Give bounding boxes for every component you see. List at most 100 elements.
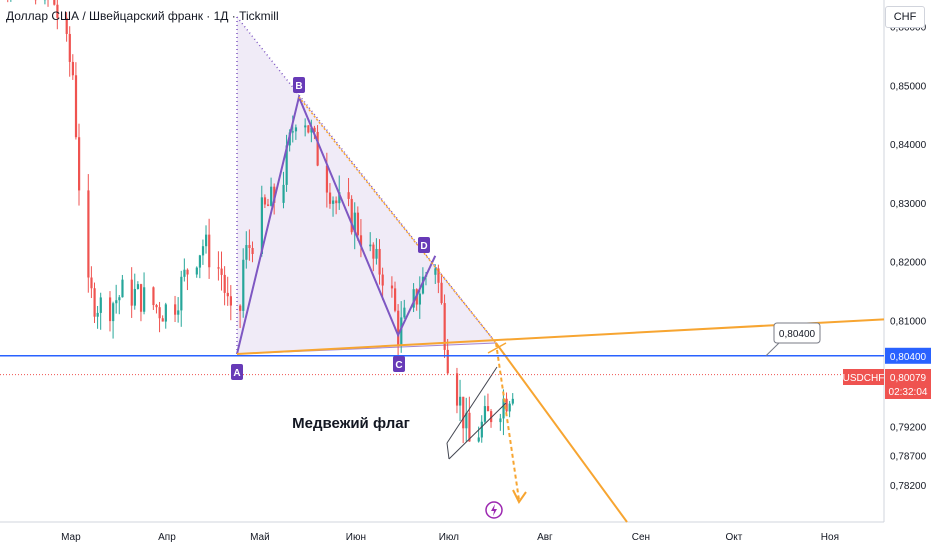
candle-body bbox=[397, 310, 400, 345]
candle-body bbox=[174, 304, 177, 315]
candle-body bbox=[486, 406, 490, 412]
y-tick-label: 0,81000 bbox=[890, 317, 927, 328]
point-label-text-a: A bbox=[233, 368, 240, 379]
candle-body bbox=[400, 317, 403, 345]
candle-body bbox=[65, 17, 68, 34]
lightning-glyph-icon bbox=[491, 504, 497, 516]
candle-body bbox=[446, 349, 449, 374]
candle-body bbox=[56, 4, 59, 18]
y-tick-label: 0,78200 bbox=[890, 481, 927, 492]
candle-body bbox=[180, 276, 183, 311]
candle-body bbox=[251, 247, 254, 254]
candle-body bbox=[223, 274, 226, 293]
point-label-a bbox=[231, 364, 243, 380]
candle-body bbox=[164, 304, 167, 322]
candle-body bbox=[263, 197, 267, 205]
candle-body bbox=[369, 244, 372, 247]
y-tick-label: 0,79200 bbox=[890, 422, 927, 433]
candle-body bbox=[508, 403, 511, 412]
candle-body bbox=[462, 396, 465, 429]
flag-channel-lower bbox=[448, 402, 507, 460]
candle-body bbox=[378, 248, 381, 275]
projection-line bbox=[495, 342, 628, 523]
bar-countdown-text: 02:32:04 bbox=[889, 387, 928, 398]
candle-body bbox=[143, 287, 146, 312]
candle-body bbox=[403, 307, 406, 318]
candle-body bbox=[338, 192, 341, 204]
candle-body bbox=[93, 288, 96, 317]
candle-body bbox=[332, 200, 335, 204]
candle-body bbox=[291, 131, 294, 133]
pattern-name-label: Медвежий флаг bbox=[292, 415, 410, 432]
candle-body bbox=[245, 245, 248, 260]
candle-body bbox=[511, 398, 514, 404]
candle-body bbox=[307, 125, 310, 133]
candle-body bbox=[161, 318, 164, 322]
candle-body bbox=[108, 297, 112, 322]
x-tick-label: Авг bbox=[537, 532, 553, 543]
candle-body bbox=[434, 268, 437, 275]
level-callout-box bbox=[773, 322, 821, 344]
candle-body bbox=[152, 287, 155, 306]
candle-body bbox=[53, 0, 56, 5]
y-tick-label: 0,84000 bbox=[890, 140, 927, 151]
candle-body bbox=[335, 200, 338, 204]
y-tick-label: 0,82000 bbox=[890, 258, 927, 269]
candle-body bbox=[270, 186, 273, 206]
x-tick-label: Май bbox=[250, 532, 270, 543]
candle-body bbox=[115, 300, 118, 304]
candle-body bbox=[118, 297, 121, 301]
abcd-pattern-line bbox=[236, 93, 437, 355]
candle-body bbox=[78, 137, 81, 191]
candle-body bbox=[229, 296, 233, 306]
candle-body bbox=[99, 297, 102, 313]
candle-body bbox=[350, 198, 353, 233]
candle-body bbox=[90, 277, 93, 289]
x-tick-label: Мар bbox=[61, 532, 81, 543]
y-tick-label: 0,78700 bbox=[890, 452, 927, 463]
candle-body bbox=[220, 268, 223, 275]
candle-body bbox=[353, 212, 356, 233]
last-price-badge bbox=[885, 369, 931, 399]
projection-arrowhead bbox=[512, 489, 527, 504]
flag-channel-left bbox=[446, 442, 450, 460]
candle-body bbox=[248, 245, 251, 248]
x-tick-label: Апр bbox=[158, 532, 176, 543]
candle-body bbox=[208, 234, 211, 268]
candle-body bbox=[201, 246, 205, 256]
candle-body bbox=[121, 279, 124, 298]
candle-body bbox=[87, 190, 90, 278]
candle-body bbox=[195, 267, 198, 275]
candle-body bbox=[459, 396, 462, 406]
candle-body bbox=[239, 305, 242, 311]
candle-body bbox=[455, 373, 459, 406]
flag-apex-tick bbox=[487, 342, 507, 354]
candle-body bbox=[505, 398, 508, 412]
trendline-dotted bbox=[298, 96, 497, 344]
candle-body bbox=[375, 248, 378, 259]
level-callout-text: 0,80400 bbox=[779, 329, 816, 340]
y-tick-label: 0,86000 bbox=[890, 23, 927, 34]
symbol-badge bbox=[843, 369, 884, 385]
candle-body bbox=[294, 127, 298, 132]
last-price-badge-value: 0,80079 bbox=[890, 373, 927, 384]
currency-button[interactable]: CHF bbox=[885, 6, 925, 28]
candle-body bbox=[359, 235, 363, 247]
candle-body bbox=[217, 267, 220, 269]
candle-body bbox=[133, 288, 136, 306]
candle-body bbox=[112, 303, 115, 322]
candle-body bbox=[443, 303, 446, 350]
candle-body bbox=[310, 127, 313, 133]
candle-body bbox=[502, 398, 505, 419]
candle-body bbox=[266, 204, 270, 206]
candle-body bbox=[483, 406, 487, 422]
candle-body bbox=[273, 186, 276, 203]
candle-body bbox=[440, 282, 443, 304]
flag-channel-upper bbox=[446, 366, 498, 444]
candle-body bbox=[242, 259, 245, 311]
candle-body bbox=[418, 293, 421, 305]
candle-body bbox=[468, 412, 471, 442]
point-label-text-d: D bbox=[420, 241, 427, 252]
candle-body bbox=[325, 165, 329, 193]
